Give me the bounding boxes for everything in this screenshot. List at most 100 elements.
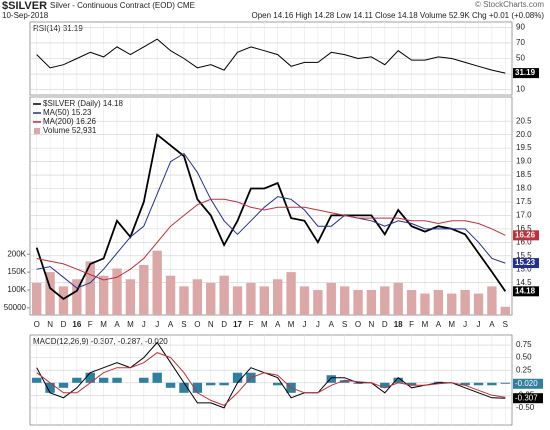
y2-tick-label: 50000	[4, 303, 27, 312]
volume-bar	[393, 282, 403, 315]
series-line	[36, 152, 506, 289]
x-tick-label: A	[329, 320, 335, 329]
volume-bar	[206, 282, 216, 315]
volume-bar	[98, 275, 109, 315]
volume-bar	[139, 264, 149, 315]
value-tag	[513, 286, 539, 297]
volume-bar	[112, 268, 122, 315]
value-tag	[513, 258, 539, 269]
volume-bar	[72, 279, 82, 315]
x-tick-label: M	[100, 320, 107, 329]
volume-bar	[447, 293, 457, 315]
volume-bar	[420, 293, 430, 315]
histogram-bar	[339, 380, 350, 383]
y2-tick-label: 150K	[7, 267, 26, 276]
volume-bar	[380, 286, 390, 315]
histogram-bar	[192, 382, 203, 393]
y-tick-label: 50	[516, 54, 525, 63]
x-tick-label: D	[61, 320, 67, 329]
y-tick-label: 15.5	[516, 251, 532, 260]
y-tick-label: 20.5	[516, 116, 532, 125]
histogram-bar	[98, 377, 109, 383]
value-tag-label: 31.19	[515, 68, 536, 77]
volume-bar	[339, 286, 350, 315]
value-tag	[513, 378, 543, 389]
volume-bar	[192, 279, 203, 315]
histogram-bar	[460, 382, 470, 386]
histogram-bar	[326, 375, 336, 383]
y-tick-label: 18.5	[516, 170, 532, 179]
x-tick-label: M	[448, 320, 455, 329]
x-tick-label: M	[261, 320, 268, 329]
y-tick-label: 90	[516, 23, 525, 32]
histogram-bar	[58, 382, 69, 388]
rsi-title: RSI(14) 31.19	[33, 24, 83, 33]
series-line	[36, 352, 506, 406]
x-tick-label: O	[34, 320, 40, 329]
x-tick-label: 16	[72, 320, 81, 329]
volume-bar	[353, 289, 363, 315]
y-tick-label: 16.0	[516, 237, 532, 246]
legend-label: $SILVER (Daily) 14.18	[43, 99, 123, 108]
volume-bar	[313, 289, 323, 315]
x-tick-label: M	[127, 320, 134, 329]
volume-bar	[273, 279, 283, 315]
y-tick-label: 10	[516, 85, 525, 94]
x-tick-label: A	[168, 320, 174, 329]
x-tick-label: F	[409, 320, 414, 329]
instrument-name: Silver - Continuous Contract (EOD) CME	[50, 1, 195, 10]
histogram-bar	[406, 382, 417, 386]
volume-bar	[487, 286, 497, 315]
value-tag-label: 16.26	[515, 230, 536, 239]
volume-bar	[32, 282, 42, 315]
value-tag	[513, 393, 543, 404]
x-tick-label: F	[88, 320, 93, 329]
credit: © StockCharts.com	[475, 0, 544, 9]
histogram-bar	[487, 382, 497, 386]
volume-bar	[286, 272, 296, 315]
volume-bar	[85, 261, 95, 315]
x-tick-label: 18	[394, 320, 403, 329]
x-tick-label: N	[47, 320, 53, 329]
volume-bar	[246, 282, 256, 315]
volume-bar	[232, 286, 243, 315]
x-tick-label: S	[503, 320, 508, 329]
x-tick-label: M	[288, 320, 295, 329]
price-frame	[29, 96, 513, 316]
x-tick-label: A	[489, 320, 495, 329]
histogram-bar	[433, 381, 444, 383]
y-tick-label: 20.0	[516, 130, 532, 139]
value-tag-label: -0.307	[515, 393, 538, 402]
value-tag	[513, 68, 539, 79]
x-tick-label: A	[114, 320, 120, 329]
volume-bar	[406, 289, 417, 315]
y-tick-label: 14.5	[516, 278, 532, 287]
volume-bar	[259, 286, 269, 315]
histogram-bar	[85, 372, 95, 383]
y-tick-label: 19.0	[516, 157, 532, 166]
y-tick-label: 18.0	[516, 184, 532, 193]
y-tick-label: 19.5	[516, 143, 532, 152]
y-tick-label: 16.5	[516, 224, 532, 233]
quote: Open 14.16 High 14.28 Low 14.11 Close 14…	[252, 11, 545, 20]
series-line	[36, 38, 506, 74]
x-tick-label: S	[181, 320, 186, 329]
histogram-bar	[206, 382, 216, 386]
histogram-bar	[32, 377, 42, 383]
macd-frame	[29, 334, 513, 426]
x-tick-label: A	[436, 320, 442, 329]
volume-bar	[433, 289, 444, 315]
histogram-bar	[179, 382, 189, 393]
histogram-bar	[165, 382, 176, 388]
volume-bar	[219, 275, 229, 315]
x-tick-label: 17	[233, 320, 242, 329]
series-line	[36, 198, 506, 281]
value-tag-label: 15.23	[515, 258, 536, 267]
histogram-bar	[380, 382, 390, 388]
x-tick-label: N	[369, 320, 375, 329]
volume-bar	[473, 293, 484, 315]
x-tick-label: D	[382, 320, 388, 329]
date: 10-Sep-2018	[2, 11, 49, 20]
y-tick-label: 0.25	[516, 365, 532, 374]
